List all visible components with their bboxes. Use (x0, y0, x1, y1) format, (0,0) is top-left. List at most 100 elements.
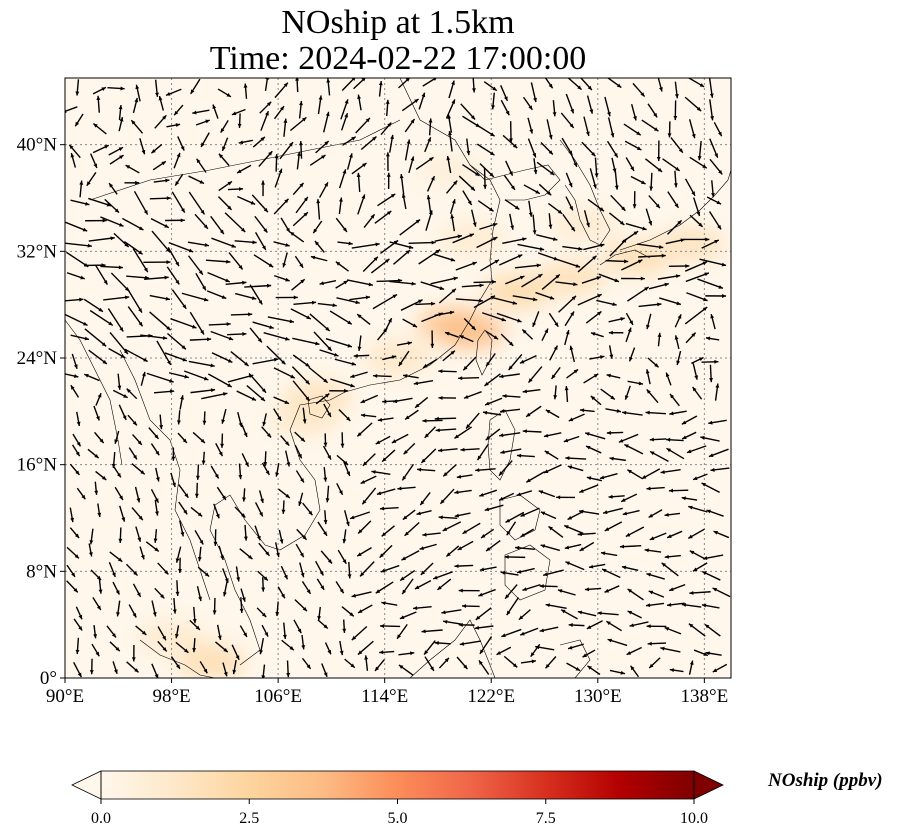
wind-arrow (688, 623, 706, 637)
wind-arrow (323, 467, 328, 482)
wind-arrow (173, 104, 184, 116)
wind-arrow (283, 118, 288, 137)
wind-arrow (172, 597, 177, 614)
wind-arrow (533, 158, 538, 175)
wind-arrow (315, 560, 324, 576)
wind-arrow (582, 649, 596, 658)
wind-arrow (422, 532, 441, 537)
wind-arrow (153, 529, 158, 543)
wind-arrow (152, 160, 167, 171)
wind-arrow (623, 123, 642, 136)
wind-arrow (441, 609, 462, 615)
wind-arrow (564, 311, 575, 327)
wind-arrow (158, 95, 165, 111)
wind-arrow (124, 180, 140, 185)
wind-arrow (523, 184, 541, 195)
wind-arrow (446, 155, 452, 174)
wind-arrow (222, 568, 229, 583)
wind-arrow (445, 99, 456, 119)
wind-arrow (323, 510, 328, 525)
wind-arrow (621, 410, 643, 416)
wind-arrow (439, 488, 455, 505)
wind-arrow (426, 195, 432, 215)
wind-arrow (442, 521, 462, 532)
wind-arrow (237, 412, 243, 428)
wind-arrow (700, 435, 720, 442)
wind-arrow (65, 297, 84, 302)
wind-arrow (527, 138, 537, 158)
wind-arrow (221, 408, 227, 424)
wind-arrow (74, 113, 84, 127)
wind-arrow (188, 191, 206, 215)
wind-arrow (109, 154, 124, 165)
wind-arrow (404, 118, 416, 133)
wind-arrow (323, 403, 332, 418)
wind-arrow (360, 413, 377, 418)
wind-arrow (420, 448, 437, 464)
wind-arrow (538, 490, 556, 498)
wind-arrow (166, 266, 180, 285)
wind-arrow (342, 136, 357, 146)
wind-arrow (109, 641, 121, 652)
wind-arrow (399, 218, 421, 236)
wind-arrow (479, 222, 498, 230)
wind-arrow (460, 447, 480, 452)
wind-arrow (340, 112, 349, 131)
wind-arrow (151, 663, 159, 678)
wind-arrow (399, 173, 405, 195)
wind-arrow (499, 254, 523, 266)
wind-arrow (317, 606, 322, 621)
wind-arrow (347, 561, 352, 579)
coastline-hainan (307, 395, 331, 419)
wind-arrow (604, 521, 623, 532)
wind-arrow (104, 198, 120, 214)
wind-arrow (646, 486, 665, 491)
wind-arrow (577, 293, 602, 306)
wind-arrow (462, 356, 477, 371)
wind-arrow (504, 199, 520, 210)
wind-arrow (187, 255, 204, 276)
wind-arrow (668, 264, 690, 268)
wind-arrow (606, 78, 622, 89)
wind-arrow (499, 432, 521, 438)
wind-arrow (692, 363, 699, 380)
wind-arrow (540, 544, 561, 552)
wind-arrow (317, 521, 328, 537)
wind-arrow (261, 426, 272, 438)
wind-arrow (666, 437, 684, 442)
wind-arrow (215, 641, 229, 653)
wind-arrow (364, 655, 369, 671)
wind-arrow (263, 332, 290, 341)
wind-arrow (157, 562, 169, 575)
wind-arrow (577, 610, 597, 617)
y-tick-label: 16°N (17, 455, 58, 476)
wind-arrow (212, 104, 219, 119)
wind-arrow (473, 279, 496, 284)
wind-arrow (379, 239, 399, 254)
wind-arrow (545, 409, 560, 419)
wind-arrow (385, 152, 390, 172)
wind-arrow (322, 111, 330, 133)
wind-arrow (669, 393, 680, 407)
wind-arrow (381, 525, 395, 537)
wind-arrow (149, 311, 172, 331)
wind-arrow (445, 545, 460, 558)
wind-arrow (676, 350, 682, 366)
wind-arrow (167, 332, 187, 350)
wind-arrow (249, 327, 263, 343)
wind-arrow (254, 232, 267, 251)
wind-arrow (201, 392, 228, 400)
wind-arrow (85, 218, 107, 223)
wind-arrow (338, 409, 351, 422)
wind-arrow (148, 427, 160, 440)
wind-arrow (709, 364, 714, 383)
wind-arrow (393, 249, 411, 265)
wind-arrow (391, 433, 409, 444)
wind-arrow (273, 105, 285, 120)
wind-arrow (688, 78, 705, 88)
wind-arrow (118, 117, 124, 132)
wind-arrow (280, 565, 289, 580)
wind-arrow (500, 99, 510, 116)
wind-arrow (243, 83, 248, 99)
